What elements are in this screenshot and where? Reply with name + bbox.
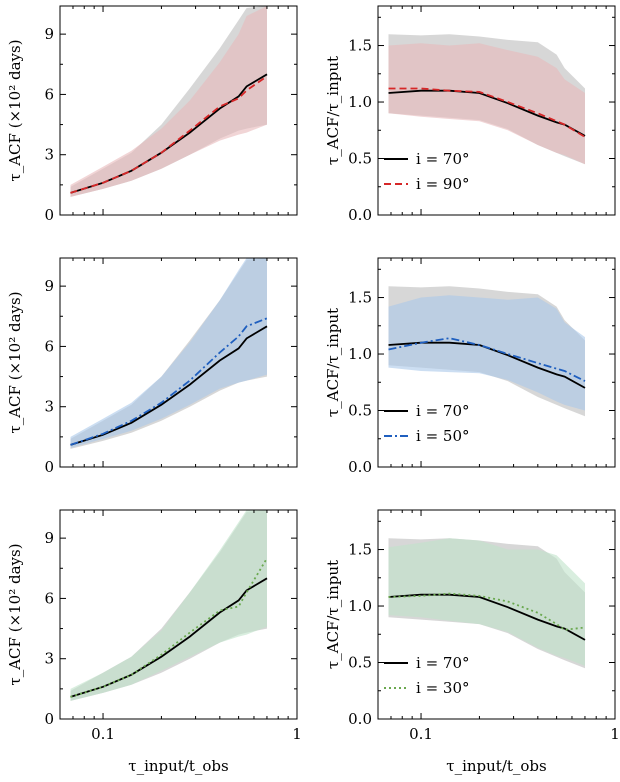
series-line-dashed bbox=[388, 87, 586, 138]
ytick-label: 0.5 bbox=[348, 654, 372, 672]
legend-label: i = 70° bbox=[416, 150, 470, 168]
legend-label: i = 70° bbox=[416, 402, 470, 420]
ytick-label: 1.5 bbox=[348, 289, 372, 307]
ytick-label: 9 bbox=[44, 529, 54, 547]
ytick-label: 3 bbox=[44, 146, 54, 164]
panel-left-bottom: 0 3 6 9 0.1 1 τ_ACF (×10² days) τ_input/t_obs bbox=[6, 509, 302, 775]
ytick-label: 0 bbox=[44, 458, 54, 476]
panel-left-top: 0 3 6 9 τ_ACF (×10² days) bbox=[6, 5, 298, 224]
legend-label: i = 50° bbox=[416, 427, 470, 445]
ytick-label: 1.5 bbox=[348, 37, 372, 55]
ytick-label: 3 bbox=[44, 650, 54, 668]
x-axis-label: τ_input/t_obs bbox=[446, 757, 546, 775]
axes-frame bbox=[377, 509, 616, 720]
ytick-label: 9 bbox=[44, 277, 54, 295]
y-axis-label: τ_ACF/τ_input bbox=[324, 560, 342, 669]
axes-frame bbox=[377, 257, 616, 468]
panel-left-middle: 0 3 6 9 τ_ACF (×10² days) bbox=[6, 257, 298, 476]
ytick-label: 0 bbox=[44, 710, 54, 728]
y-axis-label: τ_ACF/τ_input bbox=[324, 56, 342, 165]
ytick-label: 0.0 bbox=[348, 206, 372, 224]
ytick-label: 0 bbox=[44, 206, 54, 224]
y-axis-label: τ_ACF/τ_input bbox=[324, 308, 342, 417]
ytick-label: 0.5 bbox=[348, 150, 372, 168]
y-axis-label: τ_ACF (×10² days) bbox=[6, 543, 24, 685]
band-i50 bbox=[388, 295, 585, 411]
ytick-label: 1.5 bbox=[348, 541, 372, 559]
xtick-label: 1 bbox=[610, 725, 620, 743]
panel-right-bottom: 0.0 0.5 1.0 1.5 0.1 1 τ_ACF/τ_input τ_input/t_o… bbox=[324, 509, 620, 775]
band-i90 bbox=[388, 43, 585, 165]
axes-frame bbox=[59, 5, 298, 216]
legend: i = 70° i = 30° bbox=[384, 654, 470, 697]
ytick-label: 6 bbox=[44, 85, 54, 103]
plot-area bbox=[388, 286, 586, 417]
plot-area bbox=[388, 538, 586, 669]
series-line-dashdot bbox=[388, 337, 586, 382]
ytick-label: 0.0 bbox=[348, 458, 372, 476]
series-line-dashdot bbox=[70, 317, 268, 446]
series-line-solid bbox=[70, 325, 268, 446]
axes-frame bbox=[59, 257, 298, 468]
series-line-solid bbox=[70, 577, 268, 698]
plot-area bbox=[70, 6, 268, 197]
ytick-label: 0.0 bbox=[348, 710, 372, 728]
ytick-label: 3 bbox=[44, 398, 54, 416]
plot-area bbox=[388, 34, 586, 165]
plot-area bbox=[70, 510, 268, 701]
ytick-label: 1.0 bbox=[348, 93, 372, 111]
xtick-label: 0.1 bbox=[91, 725, 115, 743]
ytick-label: 0.5 bbox=[348, 402, 372, 420]
band-i30 bbox=[70, 510, 267, 701]
legend-label: i = 70° bbox=[416, 654, 470, 672]
series-line-dotted bbox=[70, 557, 268, 698]
ytick-label: 1.0 bbox=[348, 345, 372, 363]
legend: i = 70° i = 90° bbox=[384, 150, 470, 193]
ytick-label: 6 bbox=[44, 337, 54, 355]
series-line-dashed bbox=[70, 75, 268, 194]
x-axis-label: τ_input/t_obs bbox=[128, 757, 228, 775]
axes-frame bbox=[59, 509, 298, 720]
series-line-solid bbox=[388, 341, 586, 389]
series-line-dotted bbox=[388, 592, 586, 631]
legend-label: i = 30° bbox=[416, 679, 470, 697]
y-axis-label: τ_ACF (×10² days) bbox=[6, 291, 24, 433]
band-i30 bbox=[388, 538, 585, 666]
plot-area bbox=[70, 258, 268, 449]
axes-frame bbox=[377, 5, 616, 216]
y-axis-label: τ_ACF (×10² days) bbox=[6, 39, 24, 181]
legend-label: i = 90° bbox=[416, 175, 470, 193]
band-i50 bbox=[70, 258, 267, 448]
band-i90 bbox=[70, 6, 267, 197]
ytick-label: 1.0 bbox=[348, 597, 372, 615]
xtick-label: 1 bbox=[292, 725, 302, 743]
legend: i = 70° i = 50° bbox=[384, 402, 470, 445]
ytick-label: 9 bbox=[44, 25, 54, 43]
band-i70 bbox=[70, 6, 267, 197]
xtick-label: 0.1 bbox=[409, 725, 433, 743]
ytick-label: 6 bbox=[44, 589, 54, 607]
